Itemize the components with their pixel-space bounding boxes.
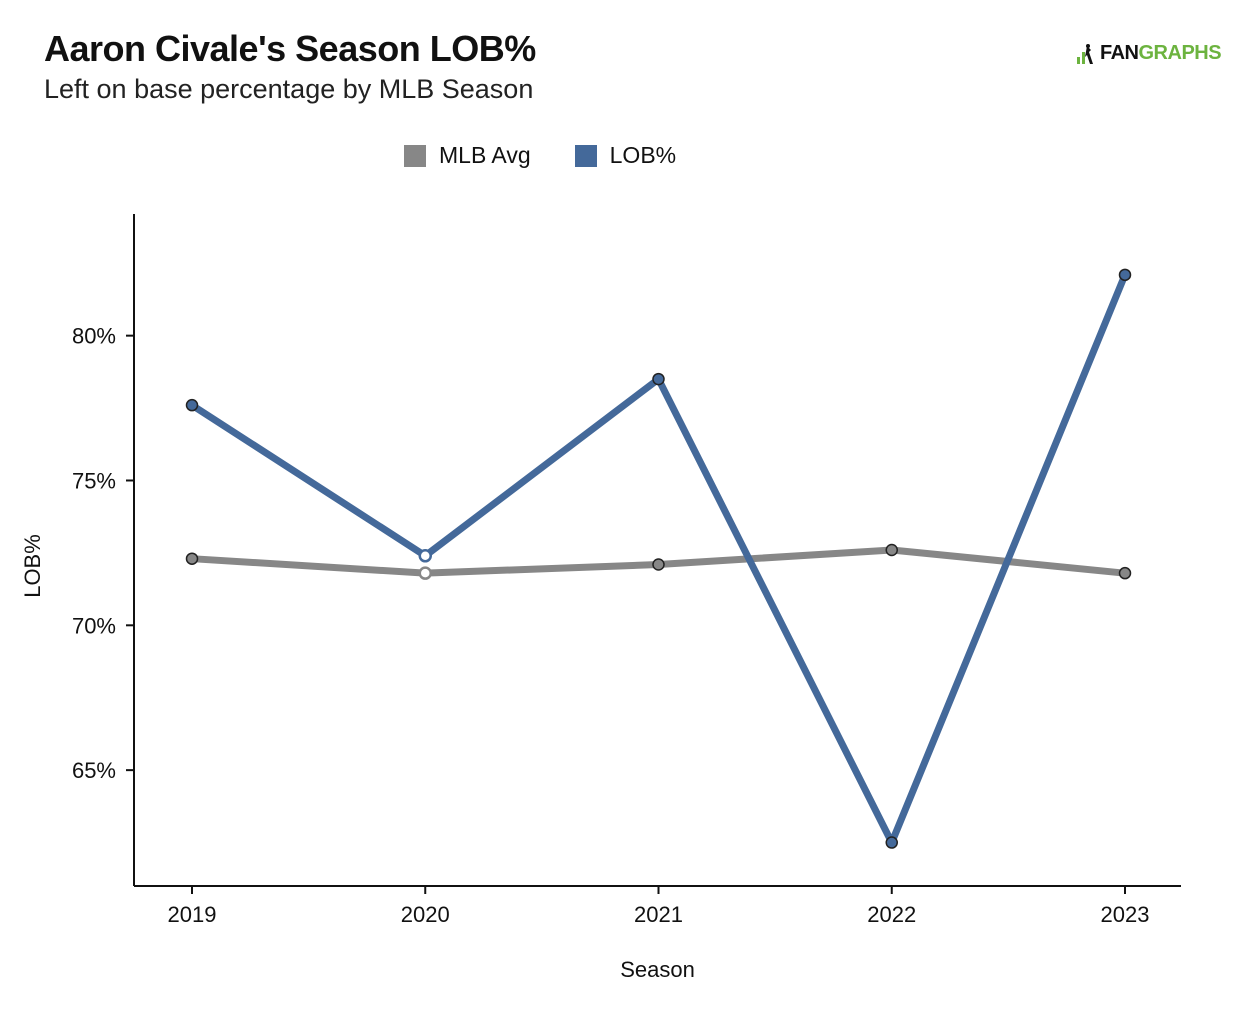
logo-text-fan: FAN [1100,42,1139,64]
data-point-mlb-avg-2022[interactable] [885,543,898,557]
x-tick-label: 2019 [168,902,217,927]
fangraphs-logo[interactable]: FAN GRAPHS [1076,42,1222,65]
data-point-lob-2023[interactable] [1118,268,1132,282]
data-point-lob-2022[interactable] [885,836,898,849]
chart-series [185,268,1132,849]
y-tick-label: 70% [72,613,116,638]
x-tick-label: 2020 [401,902,450,927]
chart-subtitle: Left on base percentage by MLB Season [44,74,534,104]
legend-label-mlb-avg: MLB Avg [439,142,531,168]
y-tick-label: 75% [72,468,116,493]
data-point-mlb-avg-2020[interactable] [418,566,432,580]
chart-axes: 65% 70% 75% 80% 2019 2020 2021 2022 2023 Season LO… [20,214,1181,982]
legend-item-lob[interactable]: LOB% [574,142,677,169]
data-point-mlb-avg-2019[interactable] [185,552,199,565]
fangraphs-logo-icon [1076,43,1098,65]
logo-text-graphs: GRAPHS [1138,42,1222,64]
data-point-lob-2021[interactable] [652,372,665,386]
data-point-lob-2019[interactable] [185,398,199,412]
x-axis-title: Season [620,957,695,982]
data-point-mlb-avg-2023[interactable] [1118,566,1132,580]
chart-title: Aaron Civale's Season LOB% [44,28,536,69]
y-tick-label: 80% [72,324,116,349]
legend-swatch-lob [574,144,597,167]
y-axis-title: LOB% [20,534,45,598]
data-point-mlb-avg-2021[interactable] [652,558,665,571]
y-tick-label: 65% [72,758,116,783]
legend: MLB Avg LOB% [404,142,720,169]
x-tick-label: 2023 [1101,902,1150,927]
data-point-lob-2020[interactable] [418,549,432,563]
x-tick-label: 2021 [634,902,683,927]
legend-swatch-mlb-avg [404,144,426,167]
legend-label-lob: LOB% [609,142,677,168]
legend-item-mlb-avg[interactable]: MLB Avg [404,142,531,169]
x-tick-label: 2022 [867,902,916,927]
